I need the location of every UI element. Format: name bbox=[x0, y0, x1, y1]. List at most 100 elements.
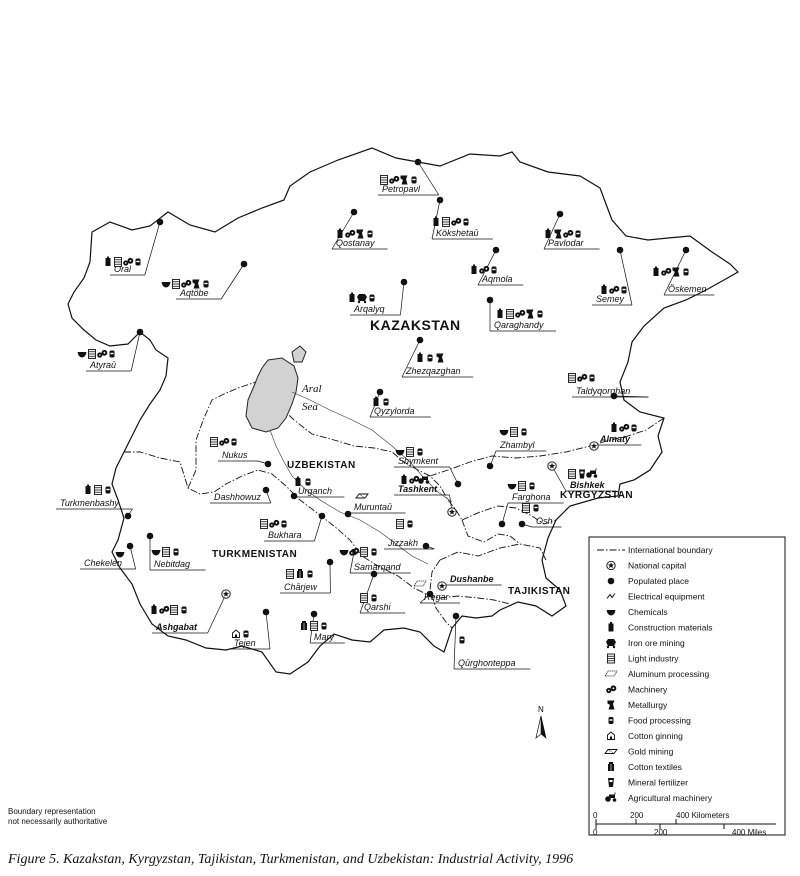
industry-machinery-icon bbox=[515, 309, 526, 318]
legend-item-cotton-textiles: Cotton textiles bbox=[608, 762, 682, 772]
industry-light-industry-icon bbox=[172, 279, 180, 289]
industry-machinery-icon bbox=[349, 547, 360, 556]
industry-cotton-textiles-icon bbox=[301, 621, 307, 630]
city-label-semey: Semey bbox=[596, 294, 625, 304]
city-tashkent: Tashkent bbox=[398, 474, 457, 517]
city-label-petropavl: Petropavl bbox=[382, 184, 421, 194]
region-outline bbox=[67, 147, 739, 675]
legend-item-metallurgy: Metallurgy bbox=[607, 700, 668, 710]
legend-label-agricultural-machinery: Agricultural machinery bbox=[628, 793, 713, 803]
legend-label-construction-materials: Construction materials bbox=[628, 623, 713, 633]
city-leader-arqalyq bbox=[400, 281, 405, 316]
legend-item-cotton-ginning: Cotton ginning bbox=[607, 731, 683, 741]
city-marker-kokshetau bbox=[436, 196, 444, 204]
legend-populated-place-icon bbox=[607, 577, 615, 585]
city-marker-oral bbox=[156, 218, 164, 226]
scale-km-200: 200 bbox=[630, 811, 644, 820]
legend-label-cotton-ginning: Cotton ginning bbox=[628, 731, 683, 741]
legend-label-gold-mining: Gold mining bbox=[628, 747, 674, 757]
city-marker-qyzylorda bbox=[376, 388, 384, 396]
city-farghona: Farghona bbox=[498, 481, 551, 528]
city-marker-zhezqazghan bbox=[416, 336, 424, 344]
city-leader-taldyqorghan bbox=[613, 395, 649, 398]
legend-label-metallurgy: Metallurgy bbox=[628, 700, 668, 710]
city-leader-ashgabat bbox=[207, 593, 227, 634]
city-petropavl: Petropavl bbox=[380, 158, 422, 194]
city-nebitdag: Nebitdag bbox=[146, 532, 190, 569]
legend-item-agricultural-machinery: Agricultural machinery bbox=[605, 792, 713, 803]
industry-chemicals-icon bbox=[507, 484, 517, 490]
legend-machinery-icon bbox=[606, 685, 617, 694]
scale-bar: 0 200 400 Kilometers 0 200 400 Miles bbox=[593, 811, 776, 837]
legend-cotton-textiles-icon bbox=[608, 762, 614, 771]
industry-light-industry-icon bbox=[170, 605, 178, 615]
city-taldyqorghan: Taldyqorghan bbox=[568, 373, 630, 400]
city-leader-pavlodar bbox=[543, 213, 561, 250]
industry-construction-materials-icon bbox=[105, 256, 111, 266]
legend-item-gold-mining: Gold mining bbox=[604, 747, 674, 757]
city-qostanay: Qostanay bbox=[336, 208, 375, 248]
industry-chemicals-icon bbox=[339, 550, 349, 556]
city-marker-turkmenbashy bbox=[124, 512, 132, 520]
industry-metallurgy-icon bbox=[436, 353, 444, 363]
legend-item-light-industry: Light industry bbox=[607, 654, 679, 664]
industry-machinery-icon bbox=[479, 265, 490, 274]
industry-machinery-icon bbox=[345, 229, 356, 238]
country-label-turkmenistan: TURKMENISTAN bbox=[212, 549, 297, 560]
industry-food-processing-icon bbox=[181, 606, 187, 614]
city-marker-qaraghandy bbox=[486, 296, 494, 304]
city-bukhara: Bukhara bbox=[260, 512, 326, 540]
industry-light-industry-icon bbox=[94, 485, 102, 495]
city-shymkent: Shymkent bbox=[395, 447, 462, 488]
legend-construction-materials-icon bbox=[608, 622, 614, 632]
legend-item-construction-materials: Construction materials bbox=[608, 622, 713, 633]
city-label-kokshetau: Kökshetaū bbox=[436, 228, 479, 238]
industry-food-processing-icon bbox=[305, 478, 311, 486]
city-leader-atyrau bbox=[130, 331, 141, 372]
legend-metallurgy-icon bbox=[607, 700, 615, 710]
industry-food-processing-icon bbox=[281, 520, 287, 528]
industry-food-processing-icon bbox=[371, 594, 377, 602]
city-regar: Regar bbox=[413, 580, 450, 602]
city-label-oskemen: Öskemen bbox=[668, 284, 707, 294]
legend-food-processing-icon bbox=[608, 717, 614, 724]
legend-item-food-processing: Food processing bbox=[608, 716, 691, 726]
city-turkmenbashy: Turkmenbashy bbox=[60, 484, 132, 520]
city-label-tashkent: Tashkent bbox=[398, 484, 438, 494]
industry-cotton-ginning-icon bbox=[232, 629, 240, 638]
industry-aluminum-processing-icon bbox=[413, 580, 427, 587]
industry-food-processing-icon bbox=[589, 374, 595, 382]
legend-item-mineral-fertilizer: Mineral fertilizer bbox=[608, 778, 688, 788]
industry-metallurgy-icon bbox=[554, 229, 562, 239]
industry-metallurgy-icon bbox=[526, 309, 534, 319]
capital-marker-tashkent bbox=[447, 507, 457, 517]
city-label-qurghonteppa: Qūrghonteppa bbox=[458, 658, 516, 668]
scale-mi-400: 400 Miles bbox=[732, 828, 766, 837]
city-marker-muruntau bbox=[344, 510, 352, 518]
city-zhezqazghan: Zhezqazghan bbox=[405, 336, 461, 376]
rivers bbox=[269, 391, 453, 565]
legend-item-populated-place: Populated place bbox=[607, 576, 689, 586]
industry-light-industry-icon bbox=[286, 569, 294, 579]
city-label-aqtobe: Aqtöbe bbox=[179, 288, 209, 298]
industry-light-industry-icon bbox=[310, 621, 318, 631]
industry-machinery-icon bbox=[97, 349, 108, 358]
industry-construction-materials-icon bbox=[85, 484, 91, 494]
industry-machinery-icon bbox=[159, 605, 170, 614]
city-ashgabat: Ashgabat bbox=[151, 589, 231, 632]
city-label-qaraghandy: Qaraghandy bbox=[494, 320, 544, 330]
city-samarqand: Samarqand bbox=[339, 547, 402, 572]
industry-cotton-textiles-icon bbox=[297, 569, 303, 578]
legend-iron-ore-mining-icon bbox=[606, 639, 616, 649]
industry-food-processing-icon bbox=[369, 294, 375, 302]
city-label-dashhowuz: Dashhowuz bbox=[214, 492, 262, 502]
industry-construction-materials-icon bbox=[497, 308, 503, 318]
industry-light-industry-icon bbox=[360, 547, 368, 557]
legend-label-mineral-fertilizer: Mineral fertilizer bbox=[628, 778, 688, 788]
legend-label-aluminum-processing: Aluminum processing bbox=[628, 669, 710, 679]
city-dushanbe: Dushanbe bbox=[437, 574, 494, 591]
capital-marker-almaty bbox=[589, 441, 599, 451]
city-marker-dashhowuz bbox=[262, 486, 270, 494]
city-label-mary: Mary bbox=[314, 632, 334, 642]
industry-construction-materials-icon bbox=[337, 228, 343, 238]
